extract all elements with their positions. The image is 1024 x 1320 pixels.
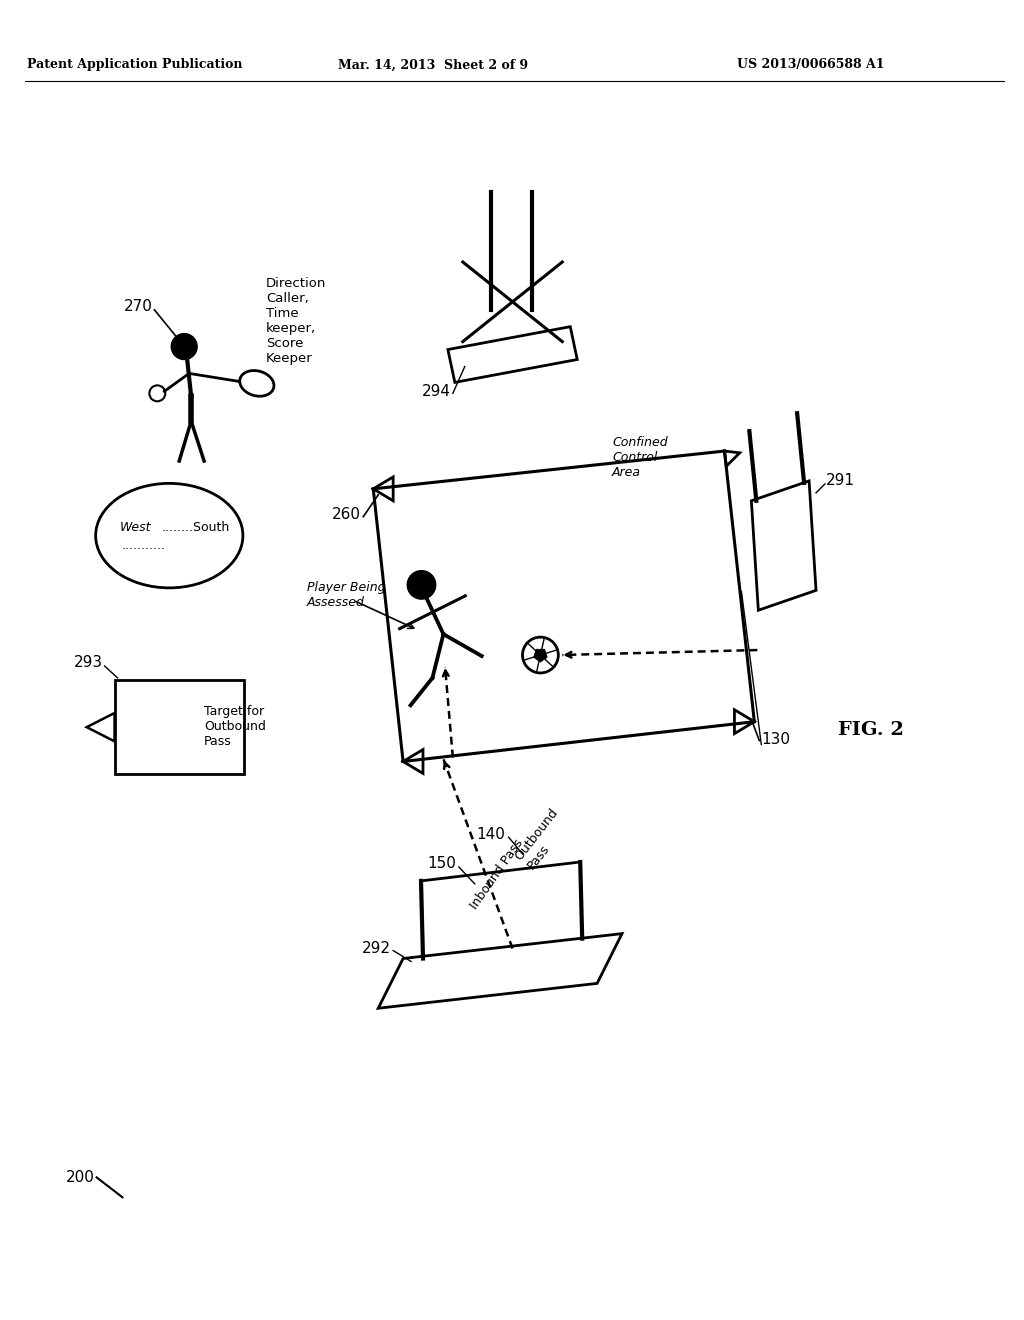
Text: US 2013/0066588 A1: US 2013/0066588 A1 — [737, 58, 885, 71]
Text: Inbound Pass: Inbound Pass — [468, 837, 525, 911]
Text: 294: 294 — [422, 384, 451, 399]
Text: 200: 200 — [66, 1170, 94, 1185]
Text: Player Being
Assessed: Player Being Assessed — [306, 581, 385, 610]
Text: Outbound
Pass: Outbound Pass — [513, 807, 572, 873]
Circle shape — [522, 638, 558, 673]
Text: 150: 150 — [427, 857, 456, 871]
Text: ...........: ........... — [122, 539, 166, 552]
Text: FIG. 2: FIG. 2 — [838, 721, 904, 739]
Text: Target for
Outbound
Pass: Target for Outbound Pass — [204, 705, 266, 748]
Text: Mar. 14, 2013  Sheet 2 of 9: Mar. 14, 2013 Sheet 2 of 9 — [338, 58, 528, 71]
Text: 140: 140 — [477, 826, 506, 842]
Text: 291: 291 — [826, 474, 855, 488]
Text: 260: 260 — [333, 507, 361, 523]
Text: 292: 292 — [362, 941, 391, 956]
Circle shape — [171, 334, 198, 359]
Text: Confined
Control
Area: Confined Control Area — [612, 436, 668, 479]
Text: ........South: ........South — [162, 521, 229, 535]
Text: 270: 270 — [124, 300, 153, 314]
Polygon shape — [534, 649, 547, 663]
Circle shape — [408, 570, 436, 599]
Text: 130: 130 — [761, 733, 791, 747]
Text: Direction
Caller,
Time
keeper,
Score
Keeper: Direction Caller, Time keeper, Score Kee… — [266, 277, 327, 364]
Text: West: West — [120, 521, 151, 535]
Text: 293: 293 — [74, 656, 102, 671]
Text: Patent Application Publication: Patent Application Publication — [27, 58, 243, 71]
Bar — [115, 680, 244, 775]
